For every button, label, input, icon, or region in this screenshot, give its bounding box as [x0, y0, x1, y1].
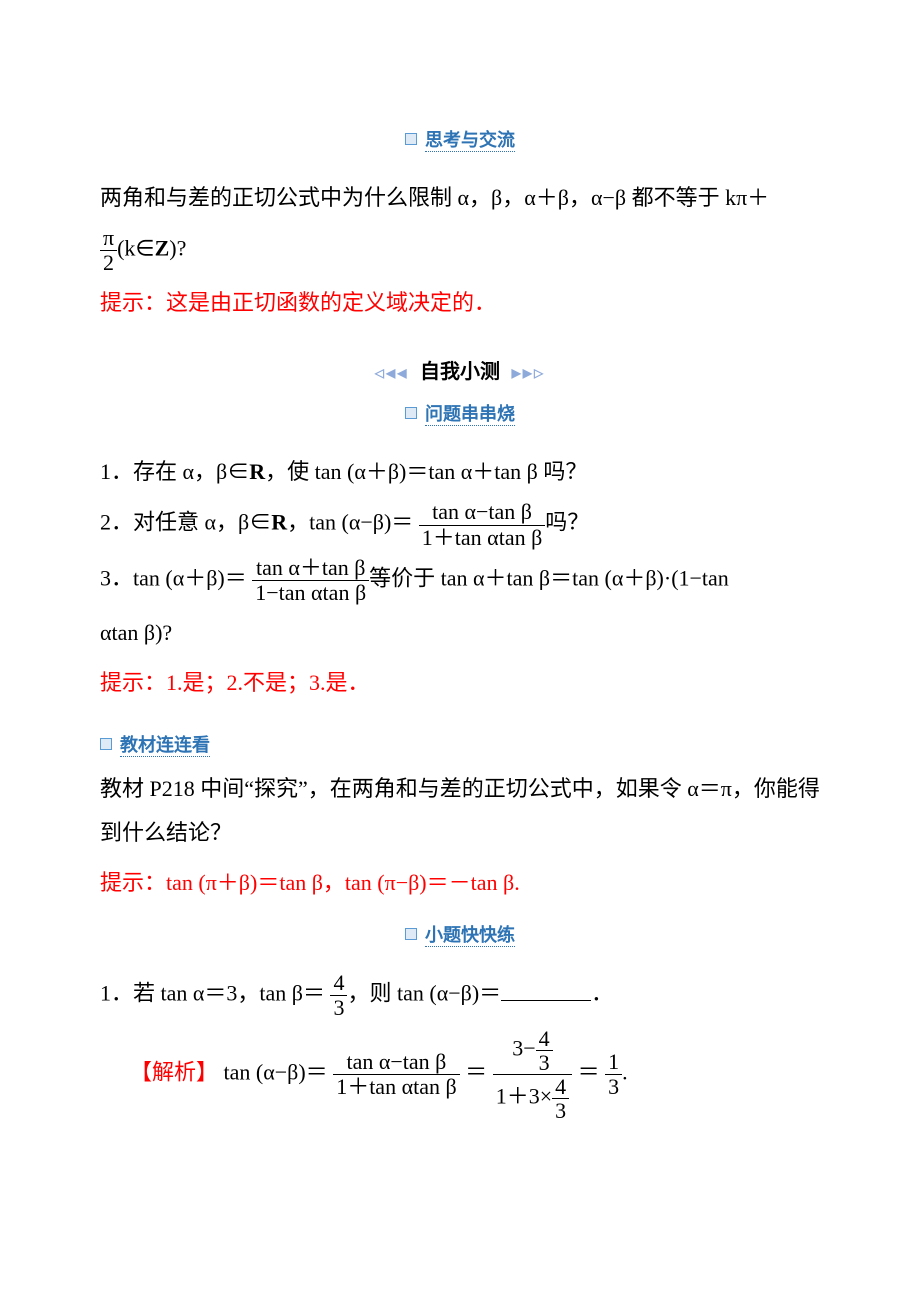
set-r: R: [249, 459, 265, 484]
square-icon: [405, 928, 417, 940]
question-1: 1．存在 α，β∈R，使 tan (α＋β)＝tan α＋tan β 吗？: [100, 450, 820, 494]
fraction: 3− 4 3 1＋3× 4 3: [493, 1027, 572, 1122]
set-r: R: [271, 510, 287, 535]
text: 3−: [512, 1035, 535, 1060]
arrow-right-icon: ▶▶▷: [506, 366, 552, 380]
text: 等价于 tan α＋tan β＝tan (α＋β)·(1−tan: [369, 565, 729, 590]
square-icon: [100, 738, 112, 750]
exercise-1: 1．若 tan α＝3，tan β＝ 4 3 ，则 tan (α−β)＝ ．: [100, 971, 820, 1020]
blank-fill: [501, 1000, 591, 1001]
fraction: 4 3: [330, 971, 347, 1020]
page: 思考与交流 两角和与差的正切公式中为什么限制 α，β，α＋β，α−β 都不等于 …: [0, 0, 920, 1302]
text: 3．tan (α＋β)＝: [100, 565, 247, 590]
denominator: 3: [552, 1099, 569, 1122]
section-title: 自我小测: [420, 361, 500, 383]
question-2: 2．对任意 α，β∈R，tan (α−β)＝ tan α−tan β 1＋tan…: [100, 500, 820, 549]
equals: ＝: [578, 1059, 600, 1084]
text: ．: [591, 981, 613, 1006]
paragraph: 两角和与差的正切公式中为什么限制 α，β，α＋β，α−β 都不等于 kπ＋: [100, 176, 820, 220]
hint: 提示：tan (π＋β)＝tan β，tan (π−β)＝－tan β.: [100, 861, 820, 905]
text: 2．对任意 α，β∈: [100, 510, 271, 535]
text: 1．若 tan α＝3，tan β＝: [100, 981, 325, 1006]
section-header-think: 思考与交流: [100, 126, 820, 152]
fraction: 4 3: [536, 1027, 553, 1074]
text: 两角和与差的正切公式中为什么限制 α，β，α＋β，α−β 都不等于 kπ＋: [100, 185, 769, 210]
text: 1＋3×: [496, 1083, 552, 1108]
text: .: [622, 1059, 628, 1084]
section-title: 小题快快练: [425, 925, 515, 947]
numerator: π: [100, 226, 117, 251]
paragraph: π 2 (k∈Z)?: [100, 226, 820, 275]
section-header-textbook: 教材连连看: [100, 731, 820, 757]
square-icon: [405, 407, 417, 419]
numerator: 4: [536, 1027, 553, 1051]
hint: 提示：1.是；2.不是；3.是．: [100, 661, 820, 705]
arrow-left-icon: ◁◀◀: [369, 366, 415, 380]
solution: 【解析】 tan (α−β)＝ tan α−tan β 1＋tan αtan β…: [100, 1027, 820, 1122]
fraction: tan α＋tan β 1−tan αtan β: [252, 556, 369, 605]
text: 吗？: [545, 510, 589, 535]
denominator: 3: [605, 1075, 622, 1099]
fraction: tan α−tan β 1＋tan αtan β: [419, 500, 545, 549]
text: (k∈: [117, 236, 155, 261]
denominator: 2: [100, 251, 117, 275]
set-z: Z: [155, 236, 170, 261]
numerator: tan α−tan β: [333, 1050, 459, 1075]
section-title: 教材连连看: [120, 735, 210, 757]
denominator: 1＋3× 4 3: [493, 1075, 572, 1122]
solution-label: 【解析】: [130, 1059, 218, 1084]
fraction: 1 3: [605, 1050, 622, 1099]
denominator: 1−tan αtan β: [252, 581, 369, 605]
text: 1．存在 α，β∈: [100, 459, 249, 484]
numerator: 4: [330, 971, 347, 996]
numerator: 4: [552, 1075, 569, 1099]
section-header-quick: 小题快快练: [100, 921, 820, 947]
denominator: 3: [536, 1051, 553, 1074]
text: ，则 tan (α−β)＝: [347, 981, 501, 1006]
fraction: 4 3: [552, 1075, 569, 1122]
denominator: 3: [330, 996, 347, 1020]
square-icon: [405, 133, 417, 145]
denominator: 1＋tan αtan β: [419, 526, 545, 550]
question-3-cont: αtan β)?: [100, 611, 820, 655]
text: ，tan (α−β)＝: [287, 510, 413, 535]
numerator: tan α＋tan β: [252, 556, 369, 581]
paragraph: 教材 P218 中间“探究”，在两角和与差的正切公式中，如果令 α＝π，你能得到…: [100, 767, 820, 855]
section-header-selftest: ◁◀◀ 自我小测 ▶▶▷: [100, 355, 820, 384]
text: ，使 tan (α＋β)＝tan α＋tan β 吗？: [265, 459, 587, 484]
text: tan (α−β)＝: [224, 1059, 328, 1084]
question-3: 3．tan (α＋β)＝ tan α＋tan β 1−tan αtan β 等价…: [100, 556, 820, 605]
denominator: 1＋tan αtan β: [333, 1075, 459, 1099]
numerator: tan α−tan β: [419, 500, 545, 525]
section-title: 问题串串烧: [425, 404, 515, 426]
equals: ＝: [465, 1059, 487, 1084]
fraction: π 2: [100, 226, 117, 275]
fraction: tan α−tan β 1＋tan αtan β: [333, 1050, 459, 1099]
numerator: 1: [605, 1050, 622, 1075]
section-header-chain: 问题串串烧: [100, 400, 820, 426]
section-title: 思考与交流: [425, 130, 515, 152]
numerator: 3− 4 3: [493, 1027, 572, 1075]
hint: 提示：这是由正切函数的定义域决定的．: [100, 281, 820, 325]
text: )?: [169, 236, 186, 261]
